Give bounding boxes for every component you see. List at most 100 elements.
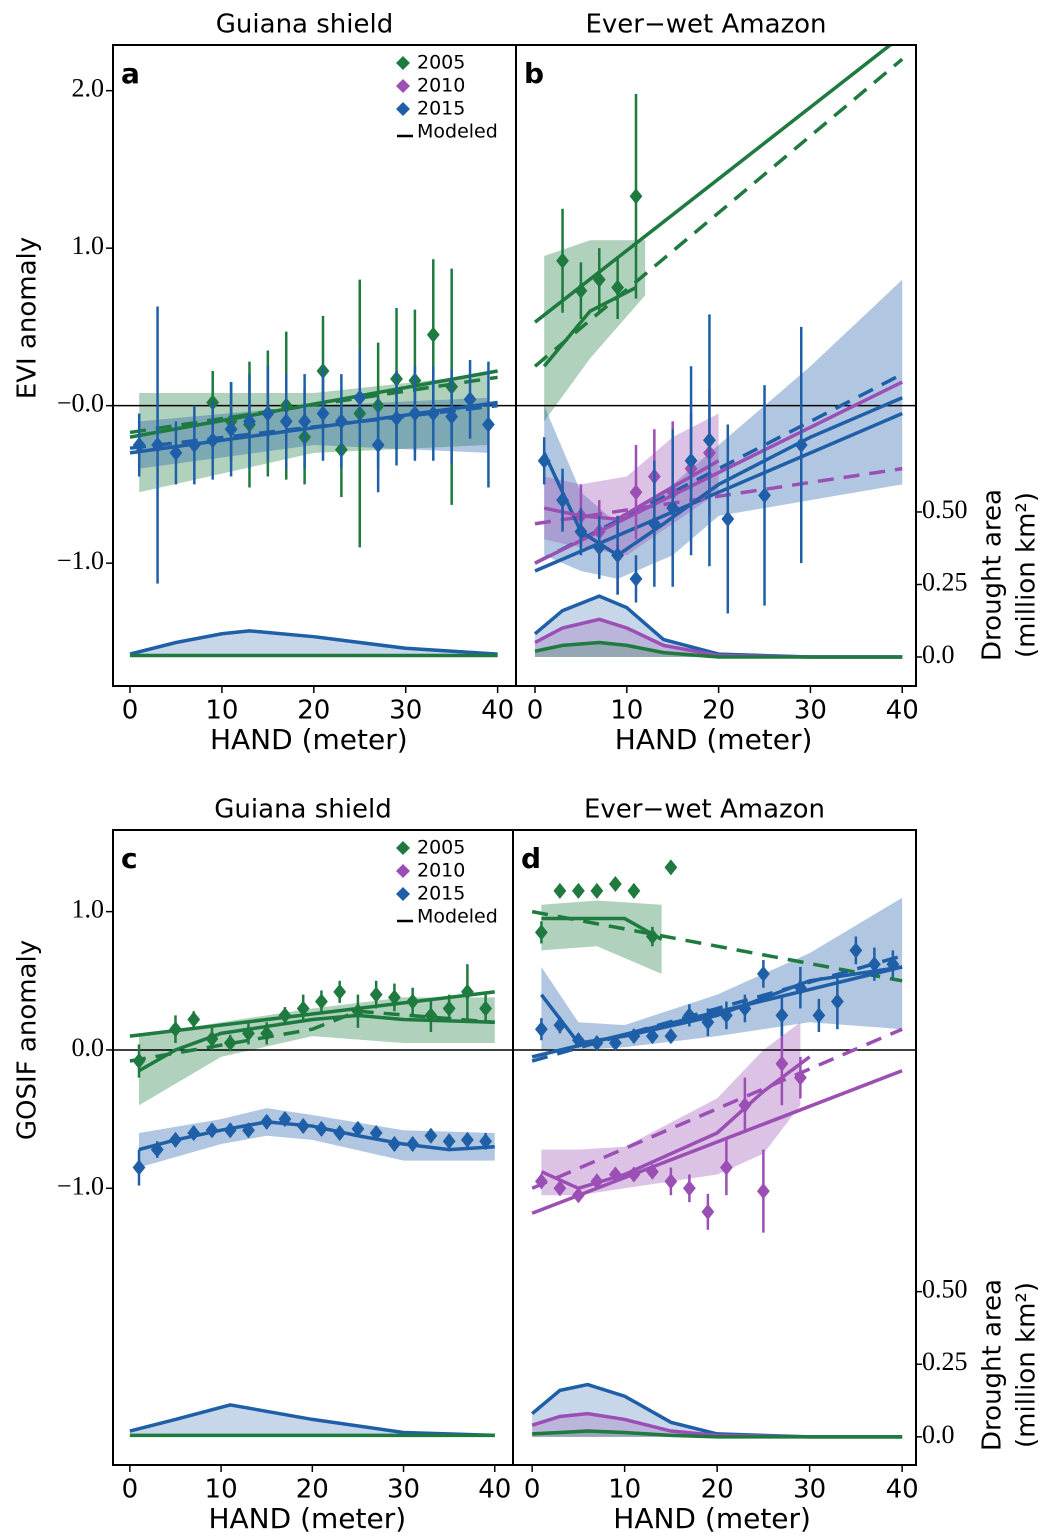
data-point xyxy=(187,1124,201,1141)
data-point xyxy=(664,1028,678,1045)
y2-tick-label: 0.50 xyxy=(922,495,968,524)
data-point xyxy=(426,405,440,422)
data-point xyxy=(758,487,771,504)
data-point xyxy=(793,1069,807,1086)
x-tick-label: 10 xyxy=(610,696,643,726)
drought-line xyxy=(129,629,498,656)
y2-tick-label: 0.0 xyxy=(922,1420,955,1449)
data-point xyxy=(592,271,606,288)
data-point xyxy=(608,875,622,892)
modeled-line xyxy=(531,1027,903,1190)
drought-area xyxy=(535,596,903,657)
x-tick-label: 0 xyxy=(524,1475,541,1505)
confidence-band xyxy=(544,240,646,422)
modeled-line xyxy=(531,909,903,983)
data-point xyxy=(719,1007,733,1024)
data-point xyxy=(886,956,900,973)
data-point xyxy=(261,405,275,422)
x-tick-label: 10 xyxy=(205,696,238,726)
plot-area xyxy=(513,859,916,1439)
x-tick-label: 40 xyxy=(481,696,514,726)
data-point xyxy=(849,942,863,959)
panel-letter: a xyxy=(121,57,140,90)
legend-label: 2010 xyxy=(417,860,465,882)
modeled-line xyxy=(534,372,904,565)
y-axis-label: EVI anomaly xyxy=(13,237,43,399)
data-point xyxy=(351,1003,365,1020)
data-point xyxy=(479,1133,493,1150)
data-point xyxy=(132,1159,146,1176)
data-point xyxy=(571,882,585,899)
x-tick-label: 0 xyxy=(122,696,139,726)
data-point xyxy=(703,432,716,449)
data-point xyxy=(556,252,569,269)
data-point xyxy=(224,421,238,438)
modeled-line xyxy=(129,375,498,435)
data-point xyxy=(682,1180,696,1197)
data-point xyxy=(553,1017,567,1034)
data-point xyxy=(260,1025,274,1042)
data-point xyxy=(701,1014,715,1031)
data-point xyxy=(534,1021,548,1038)
data-point xyxy=(534,1173,548,1190)
data-point xyxy=(574,523,588,540)
x-tick-label: 40 xyxy=(478,1475,511,1505)
data-point xyxy=(334,413,348,430)
drought-area xyxy=(130,630,498,657)
data-point xyxy=(169,1021,182,1038)
data-point xyxy=(611,547,625,564)
y2-tick-label: 0.0 xyxy=(922,640,955,669)
data-point xyxy=(460,983,474,1000)
data-point xyxy=(243,413,256,430)
legend-label: 2015 xyxy=(417,883,465,905)
data-point xyxy=(479,1000,493,1017)
x-axis-label: HAND (meter) xyxy=(208,1502,406,1535)
data-point xyxy=(719,1159,733,1176)
data-point xyxy=(553,1180,567,1197)
data-point xyxy=(553,882,567,899)
data-point xyxy=(571,1032,585,1049)
y2-axis-label: Drought area xyxy=(978,489,1008,661)
data-point xyxy=(664,859,678,876)
data-point xyxy=(627,1166,641,1183)
data-point xyxy=(390,410,403,427)
data-point xyxy=(629,484,643,501)
data-point xyxy=(445,408,459,425)
data-point xyxy=(442,1000,456,1017)
modeled-line xyxy=(540,1055,811,1191)
data-point xyxy=(756,965,770,982)
data-point xyxy=(556,492,569,509)
legend-label: 2010 xyxy=(417,75,465,97)
data-point xyxy=(756,1183,770,1200)
y-tick-label: −1.0 xyxy=(57,546,104,575)
data-point xyxy=(460,1131,474,1148)
x-tick-label: 10 xyxy=(608,1475,641,1505)
data-point xyxy=(482,416,495,433)
data-point xyxy=(830,993,844,1010)
y-tick-label: 1.0 xyxy=(72,895,105,924)
panel-letter: c xyxy=(121,842,138,875)
confidence-band xyxy=(541,900,662,974)
data-point xyxy=(629,570,643,587)
data-point xyxy=(590,1173,604,1190)
x-tick-label: 0 xyxy=(527,696,544,726)
data-point xyxy=(590,1035,604,1052)
data-point xyxy=(205,1030,219,1047)
legend-label: Modeled xyxy=(417,906,498,928)
data-point xyxy=(812,1007,826,1024)
data-point xyxy=(169,444,183,461)
data-point xyxy=(574,282,588,299)
data-point xyxy=(408,405,422,422)
plot-area xyxy=(516,45,916,659)
data-point xyxy=(793,979,807,996)
confidence-band xyxy=(541,1022,801,1196)
data-point xyxy=(150,1141,164,1158)
data-point xyxy=(775,1055,789,1072)
data-point xyxy=(315,1120,328,1137)
data-point xyxy=(187,1011,201,1028)
legend-label: 2005 xyxy=(417,52,465,74)
data-point xyxy=(645,928,659,945)
data-point xyxy=(242,1025,255,1042)
data-point xyxy=(371,437,385,454)
